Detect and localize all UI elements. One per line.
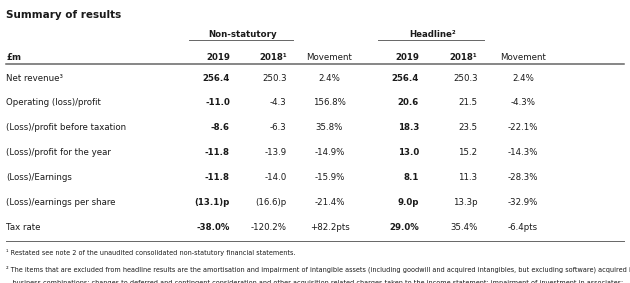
Text: -120.2%: -120.2% xyxy=(251,223,287,232)
Text: 256.4: 256.4 xyxy=(203,74,230,83)
Text: ² The items that are excluded from headline results are the amortisation and imp: ² The items that are excluded from headl… xyxy=(6,265,630,273)
Text: 13.3p: 13.3p xyxy=(453,198,478,207)
Text: (13.1)p: (13.1)p xyxy=(195,198,230,207)
Text: 8.1: 8.1 xyxy=(404,173,419,182)
Text: -21.4%: -21.4% xyxy=(314,198,345,207)
Text: -4.3%: -4.3% xyxy=(510,98,536,108)
Text: Tax rate: Tax rate xyxy=(6,223,41,232)
Text: 35.4%: 35.4% xyxy=(450,223,478,232)
Text: Net revenue³: Net revenue³ xyxy=(6,74,63,83)
Text: 9.0p: 9.0p xyxy=(398,198,419,207)
Text: 250.3: 250.3 xyxy=(453,74,478,83)
Text: -4.3: -4.3 xyxy=(270,98,287,108)
Text: 13.0: 13.0 xyxy=(398,148,419,157)
Text: -32.9%: -32.9% xyxy=(508,198,538,207)
Text: £m: £m xyxy=(6,53,21,62)
Text: 156.8%: 156.8% xyxy=(313,98,346,108)
Text: 29.0%: 29.0% xyxy=(389,223,419,232)
Text: -15.9%: -15.9% xyxy=(314,173,345,182)
Text: 2.4%: 2.4% xyxy=(512,74,534,83)
Text: -8.6: -8.6 xyxy=(211,123,230,132)
Text: 21.5: 21.5 xyxy=(459,98,478,108)
Text: 2019: 2019 xyxy=(395,53,419,62)
Text: -6.3: -6.3 xyxy=(270,123,287,132)
Text: 23.5: 23.5 xyxy=(459,123,478,132)
Text: -11.8: -11.8 xyxy=(205,148,230,157)
Text: 256.4: 256.4 xyxy=(392,74,419,83)
Text: -38.0%: -38.0% xyxy=(197,223,230,232)
Text: 18.3: 18.3 xyxy=(398,123,419,132)
Text: 2018¹: 2018¹ xyxy=(450,53,478,62)
Text: Summary of results: Summary of results xyxy=(6,10,122,20)
Text: -13.9: -13.9 xyxy=(265,148,287,157)
Text: (Loss)/Earnings: (Loss)/Earnings xyxy=(6,173,72,182)
Text: -11.0: -11.0 xyxy=(205,98,230,108)
Text: Operating (loss)/profit: Operating (loss)/profit xyxy=(6,98,101,108)
Text: -14.3%: -14.3% xyxy=(508,148,538,157)
Text: -11.8: -11.8 xyxy=(205,173,230,182)
Text: business combinations; changes to deferred and contingent consideration and othe: business combinations; changes to deferr… xyxy=(6,280,624,283)
Text: Movement: Movement xyxy=(307,53,352,62)
Text: (Loss)/profit for the year: (Loss)/profit for the year xyxy=(6,148,111,157)
Text: -14.0: -14.0 xyxy=(265,173,287,182)
Text: 35.8%: 35.8% xyxy=(316,123,343,132)
Text: (Loss)/profit before taxation: (Loss)/profit before taxation xyxy=(6,123,127,132)
Text: -6.4pts: -6.4pts xyxy=(508,223,538,232)
Text: (Loss)/earnings per share: (Loss)/earnings per share xyxy=(6,198,116,207)
Text: ¹ Restated see note 2 of the unaudited consolidated non-statutory financial stat: ¹ Restated see note 2 of the unaudited c… xyxy=(6,249,296,256)
Text: 2018¹: 2018¹ xyxy=(259,53,287,62)
Text: 2.4%: 2.4% xyxy=(319,74,340,83)
Text: 2019: 2019 xyxy=(206,53,230,62)
Text: Non-statutory: Non-statutory xyxy=(209,30,277,39)
Text: -22.1%: -22.1% xyxy=(508,123,538,132)
Text: 11.3: 11.3 xyxy=(459,173,478,182)
Text: (16.6)p: (16.6)p xyxy=(255,198,287,207)
Text: 15.2: 15.2 xyxy=(459,148,478,157)
Text: -28.3%: -28.3% xyxy=(508,173,538,182)
Text: +82.2pts: +82.2pts xyxy=(309,223,350,232)
Text: Headline²: Headline² xyxy=(409,30,456,39)
Text: 250.3: 250.3 xyxy=(262,74,287,83)
Text: Movement: Movement xyxy=(500,53,546,62)
Text: -14.9%: -14.9% xyxy=(314,148,345,157)
Text: 20.6: 20.6 xyxy=(398,98,419,108)
